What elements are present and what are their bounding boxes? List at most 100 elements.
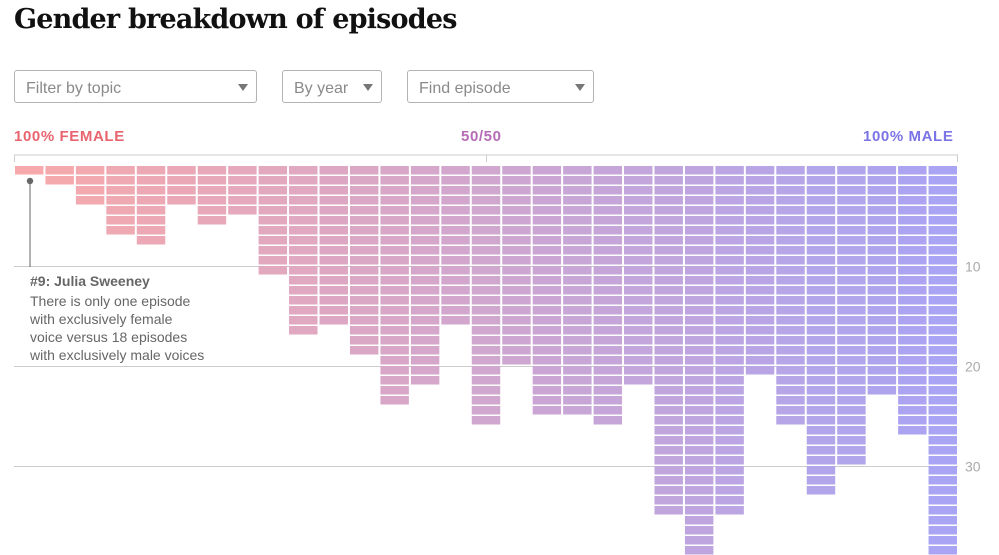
- episode-block[interactable]: [532, 246, 562, 255]
- episode-block[interactable]: [410, 226, 440, 235]
- episode-block[interactable]: [289, 216, 318, 225]
- episode-block[interactable]: [15, 166, 44, 175]
- episode-block[interactable]: [624, 376, 653, 385]
- episode-block[interactable]: [654, 326, 683, 335]
- episode-block[interactable]: [502, 356, 531, 365]
- episode-block[interactable]: [776, 326, 805, 335]
- episode-block[interactable]: [898, 256, 927, 265]
- episode-block[interactable]: [532, 296, 562, 305]
- episode-block[interactable]: [806, 316, 836, 325]
- episode-block[interactable]: [471, 336, 501, 345]
- episode-block[interactable]: [380, 166, 409, 175]
- episode-block[interactable]: [106, 186, 135, 195]
- episode-block[interactable]: [898, 236, 927, 245]
- episode-block[interactable]: [532, 226, 562, 235]
- episode-block[interactable]: [654, 306, 683, 315]
- episode-block[interactable]: [136, 226, 166, 235]
- episode-block[interactable]: [715, 236, 744, 245]
- episode-block[interactable]: [410, 356, 440, 365]
- episode-block[interactable]: [715, 216, 744, 225]
- episode-block[interactable]: [349, 346, 379, 355]
- episode-block[interactable]: [624, 316, 653, 325]
- episode-block[interactable]: [776, 166, 805, 175]
- episode-block[interactable]: [380, 216, 409, 225]
- episode-block[interactable]: [289, 306, 318, 315]
- episode-block[interactable]: [563, 196, 592, 205]
- episode-block[interactable]: [654, 486, 683, 495]
- episode-block[interactable]: [867, 206, 897, 215]
- episode-block[interactable]: [776, 346, 805, 355]
- episode-block[interactable]: [197, 166, 227, 175]
- episode-block[interactable]: [684, 176, 714, 185]
- episode-block[interactable]: [684, 396, 714, 405]
- episode-block[interactable]: [715, 226, 744, 235]
- episode-block[interactable]: [806, 386, 836, 395]
- episode-block[interactable]: [197, 216, 227, 225]
- topic-filter-select[interactable]: Filter by topic: [14, 70, 257, 103]
- episode-block[interactable]: [349, 316, 379, 325]
- episode-block[interactable]: [502, 236, 531, 245]
- episode-block[interactable]: [471, 256, 501, 265]
- episode-block[interactable]: [776, 196, 805, 205]
- episode-block[interactable]: [410, 176, 440, 185]
- episode-block[interactable]: [715, 326, 744, 335]
- episode-block[interactable]: [684, 496, 714, 505]
- episode-block[interactable]: [471, 406, 501, 415]
- episode-block[interactable]: [776, 276, 805, 285]
- episode-block[interactable]: [928, 286, 957, 295]
- episode-block[interactable]: [593, 266, 623, 275]
- episode-block[interactable]: [928, 266, 957, 275]
- episode-block[interactable]: [136, 166, 166, 175]
- episode-block[interactable]: [563, 336, 592, 345]
- episode-block[interactable]: [928, 336, 957, 345]
- episode-block[interactable]: [532, 356, 562, 365]
- episode-block[interactable]: [684, 206, 714, 215]
- episode-block[interactable]: [776, 216, 805, 225]
- episode-block[interactable]: [380, 356, 409, 365]
- episode-block[interactable]: [684, 486, 714, 495]
- episode-block[interactable]: [928, 376, 957, 385]
- episode-block[interactable]: [289, 196, 318, 205]
- episode-block[interactable]: [837, 326, 866, 335]
- episode-block[interactable]: [349, 196, 379, 205]
- episode-block[interactable]: [684, 216, 714, 225]
- episode-block[interactable]: [593, 286, 623, 295]
- episode-block[interactable]: [654, 396, 683, 405]
- episode-block[interactable]: [806, 456, 836, 465]
- episode-block[interactable]: [715, 426, 744, 435]
- episode-block[interactable]: [380, 186, 409, 195]
- episode-block[interactable]: [349, 296, 379, 305]
- episode-block[interactable]: [289, 176, 318, 185]
- episode-block[interactable]: [471, 206, 501, 215]
- episode-block[interactable]: [898, 316, 927, 325]
- episode-block[interactable]: [410, 196, 440, 205]
- episode-block[interactable]: [563, 306, 592, 315]
- episode-block[interactable]: [441, 196, 470, 205]
- episode-block[interactable]: [197, 186, 227, 195]
- episode-block[interactable]: [106, 216, 135, 225]
- episode-block[interactable]: [532, 316, 562, 325]
- episode-block[interactable]: [715, 386, 744, 395]
- episode-block[interactable]: [654, 356, 683, 365]
- episode-block[interactable]: [380, 196, 409, 205]
- episode-block[interactable]: [167, 166, 196, 175]
- episode-block[interactable]: [776, 396, 805, 405]
- episode-block[interactable]: [867, 246, 897, 255]
- episode-block[interactable]: [532, 406, 562, 415]
- episode-block[interactable]: [258, 226, 288, 235]
- episode-block[interactable]: [75, 166, 105, 175]
- episode-block[interactable]: [258, 246, 288, 255]
- episode-block[interactable]: [928, 366, 957, 375]
- episode-block[interactable]: [380, 176, 409, 185]
- episode-block[interactable]: [502, 176, 531, 185]
- episode-block[interactable]: [258, 166, 288, 175]
- episode-block[interactable]: [624, 186, 653, 195]
- episode-block[interactable]: [684, 546, 714, 555]
- episode-block[interactable]: [502, 276, 531, 285]
- episode-block[interactable]: [502, 346, 531, 355]
- episode-block[interactable]: [867, 346, 897, 355]
- episode-block[interactable]: [867, 336, 897, 345]
- episode-block[interactable]: [715, 286, 744, 295]
- episode-block[interactable]: [806, 476, 836, 485]
- episode-block[interactable]: [928, 306, 957, 315]
